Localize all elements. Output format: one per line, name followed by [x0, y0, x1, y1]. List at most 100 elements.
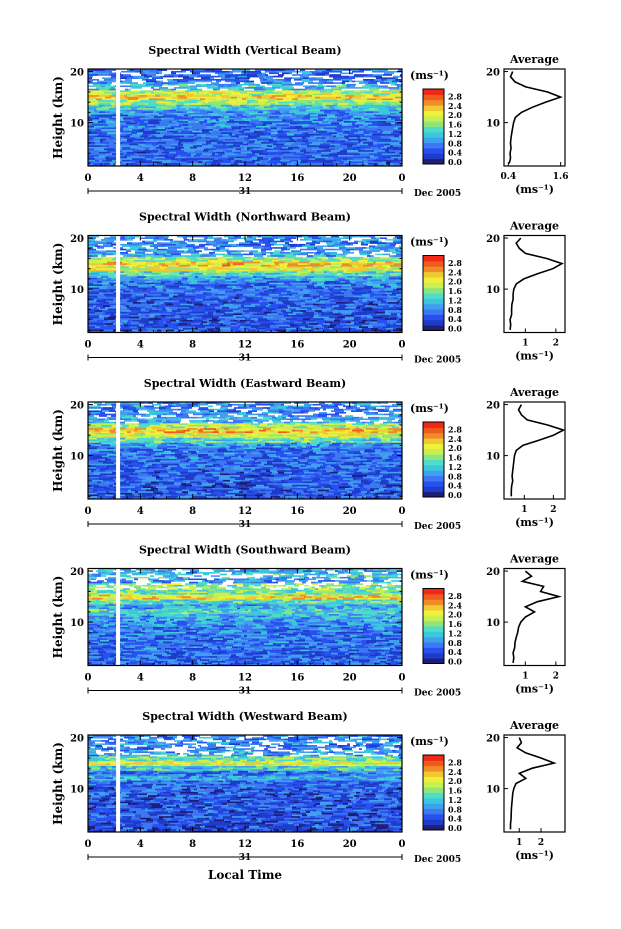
heatmap-cell: [373, 161, 382, 164]
heatmap-cell: [283, 148, 293, 151]
heatmap-cell: [315, 90, 320, 92]
heatmap-cell: [303, 83, 314, 86]
average-y-tick-label: 10: [486, 119, 500, 130]
heatmap-cell: [162, 81, 169, 84]
heatmap-cell: [194, 78, 204, 81]
heatmap-cell: [163, 90, 174, 92]
heatmap-cell: [240, 81, 244, 84]
heatmap-cell: [206, 122, 211, 125]
heatmap-cell: [159, 111, 168, 113]
heatmap-cell: [369, 140, 377, 143]
heatmap-cell: [387, 94, 390, 97]
heatmap-cell: [384, 80, 392, 83]
heatmap-cell: [310, 115, 321, 118]
heatmap-cell: [369, 86, 376, 89]
heatmap-cell: [188, 162, 192, 165]
heatmap-cell: [138, 81, 143, 84]
heatmap-cell: [355, 329, 362, 332]
heatmap-cell: [229, 133, 232, 136]
heatmap-cell: [127, 86, 131, 89]
heatmap-cell: [212, 119, 216, 122]
heatmap-cell: [223, 140, 228, 143]
heatmap-cell: [235, 154, 246, 157]
heatmap-cell: [286, 140, 296, 143]
heatmap-cell: [88, 161, 93, 164]
heatmap-cell: [166, 119, 170, 122]
heatmap-cell: [191, 106, 196, 109]
heatmap-cell: [395, 122, 402, 125]
heatmap-cell: [342, 128, 351, 131]
heatmap-cell: [177, 115, 183, 118]
heatmap-cell: [171, 164, 182, 167]
heatmap-cell: [360, 90, 368, 92]
heatmap-cell: [232, 127, 241, 130]
heatmap-cell: [187, 159, 198, 162]
heatmap-cell: [157, 162, 164, 165]
heatmap-cell: [225, 91, 231, 94]
heatmap-cell: [202, 114, 211, 117]
heatmap-cell: [145, 115, 149, 118]
heatmap-cell: [231, 75, 238, 78]
heatmap-cell: [247, 146, 252, 149]
heatmap-cell: [267, 144, 272, 147]
heatmap-cell: [183, 119, 188, 122]
heatmap-cell: [200, 154, 211, 157]
heatmap-cell: [212, 327, 216, 330]
heatmap-cell: [213, 115, 221, 118]
heatmap-cell: [241, 148, 247, 151]
heatmap-cell: [91, 114, 98, 117]
heatmap-cell: [168, 149, 177, 152]
heatmap-cell: [130, 69, 134, 71]
heatmap-cell: [283, 80, 291, 83]
heatmap-cell: [94, 91, 99, 94]
heatmap-cell: [177, 102, 184, 105]
heatmap-cell: [306, 109, 309, 112]
heatmap-cell: [319, 70, 322, 73]
heatmap-cell: [340, 143, 343, 146]
heatmap-cell: [339, 86, 347, 89]
heatmap-cell: [95, 326, 100, 328]
heatmap-cell: [223, 128, 234, 131]
heatmap-cell: [332, 151, 337, 154]
heatmap-cell: [235, 115, 242, 118]
heatmap-cell: [339, 153, 349, 155]
heatmap-cell: [321, 115, 327, 118]
heatmap-cell: [156, 144, 159, 147]
heatmap-cell: [158, 114, 163, 117]
heatmap-cell: [190, 104, 201, 107]
heatmap-cell: [276, 70, 286, 73]
heatmap-cell: [194, 135, 201, 138]
heatmap-cell: [110, 112, 113, 115]
heatmap-cell: [244, 107, 255, 110]
heatmap-cell: [237, 114, 243, 117]
heatmap-cell: [247, 148, 250, 151]
heatmap-cell: [302, 78, 309, 81]
heatmap-cell: [164, 115, 169, 118]
heatmap-cell: [127, 99, 131, 102]
heatmap-cell: [343, 127, 350, 130]
heatmap-cell: [222, 133, 226, 136]
heatmap-cell: [331, 111, 337, 113]
heatmap-cell: [227, 69, 232, 71]
heatmap-cell: [178, 93, 187, 96]
heatmap-cell: [152, 135, 156, 138]
average-x-tick-label: 0.4: [501, 172, 517, 182]
data-gap: [116, 69, 121, 166]
heatmap-cell: [166, 140, 176, 143]
heatmap-cell: [99, 104, 105, 107]
heatmap-cell: [370, 80, 379, 83]
heatmap-cell: [88, 149, 99, 152]
heatmap-cell: [124, 136, 135, 139]
heatmap-cell: [322, 120, 328, 123]
heatmap-cell: [242, 98, 246, 101]
heatmap-cell: [106, 157, 116, 160]
heatmap-cell: [396, 125, 401, 128]
heatmap-cell: [222, 154, 227, 157]
heatmap-cell: [191, 101, 197, 104]
heatmap-cell: [121, 70, 126, 73]
heatmap-cell: [296, 115, 304, 118]
heatmap-cell: [88, 111, 95, 113]
heatmap-cell: [212, 153, 215, 155]
heatmap-cell: [156, 73, 164, 76]
